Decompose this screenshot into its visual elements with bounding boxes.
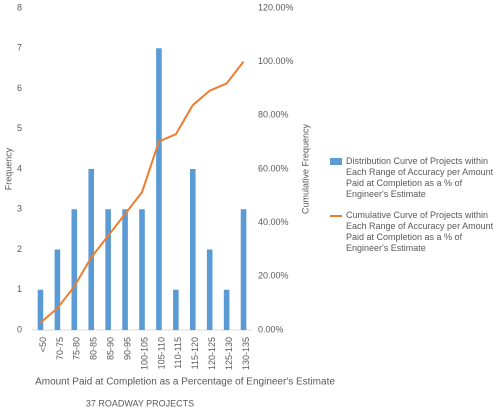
- x-tick-label: 70-75: [55, 337, 65, 360]
- x-tick-label: 105-110: [156, 337, 166, 369]
- y2-tick-label: 100.00%: [258, 56, 294, 66]
- y2-tick-label: 120.00%: [258, 2, 294, 12]
- bar: [122, 209, 128, 330]
- y2-tick-label: 60.00%: [258, 163, 289, 173]
- bar: [156, 48, 162, 330]
- bar: [105, 209, 111, 330]
- y2-tick-label: 80.00%: [258, 110, 289, 120]
- y-tick-label: 1: [17, 284, 22, 294]
- bar: [88, 169, 95, 330]
- legend-label: Distribution Curve of Projects within Ea…: [346, 156, 494, 199]
- x-tick-label: 75-80: [72, 337, 82, 360]
- x-tick-label: 90-95: [122, 337, 132, 360]
- y-tick-label: 4: [17, 163, 22, 173]
- y-tick-label: 6: [17, 83, 22, 93]
- y2-tick-label: 40.00%: [258, 217, 289, 227]
- y-tick-label: 3: [17, 204, 22, 214]
- cumulative-line: [39, 61, 245, 324]
- y-tick-label: 7: [17, 43, 22, 53]
- bar: [206, 249, 213, 330]
- x-tick-label: 115-120: [190, 337, 200, 369]
- x-axis-label: Amount Paid at Completion as a Percentag…: [35, 377, 335, 388]
- subtitle: 37 ROADWAY PROJECTS: [86, 398, 194, 408]
- bar: [139, 209, 145, 330]
- y2-tick-label: 20.00%: [258, 271, 289, 281]
- y-tick-label: 8: [17, 2, 22, 12]
- x-tick-label: <50: [38, 337, 48, 352]
- y-tick-label: 0: [17, 324, 22, 334]
- bar: [240, 209, 247, 330]
- x-tick-label: 120-125: [207, 337, 217, 370]
- y-tick-label: 5: [17, 123, 22, 133]
- y2-axis-label: Cumulative Frequency: [300, 123, 310, 214]
- bar: [54, 249, 61, 330]
- x-tick-label: 100-105: [139, 337, 149, 370]
- x-tick-label: 130-135: [241, 337, 251, 370]
- y2-tick-label: 0.00%: [258, 324, 284, 334]
- legend-swatch: [330, 215, 342, 217]
- legend-label: Cumulative Curve of Projects within Each…: [346, 210, 494, 253]
- y-tick-label: 2: [17, 244, 22, 254]
- bar: [223, 289, 230, 330]
- y-axis-label: Frequency: [3, 147, 13, 190]
- bar: [189, 169, 196, 330]
- bar: [37, 289, 44, 330]
- bar: [173, 289, 179, 330]
- legend-swatch: [330, 158, 342, 165]
- x-tick-label: 125-130: [224, 337, 234, 370]
- x-tick-label: 85-90: [106, 337, 116, 360]
- bar: [71, 209, 78, 330]
- x-tick-label: 80-85: [89, 337, 99, 360]
- x-tick-label: 110-115: [173, 337, 183, 369]
